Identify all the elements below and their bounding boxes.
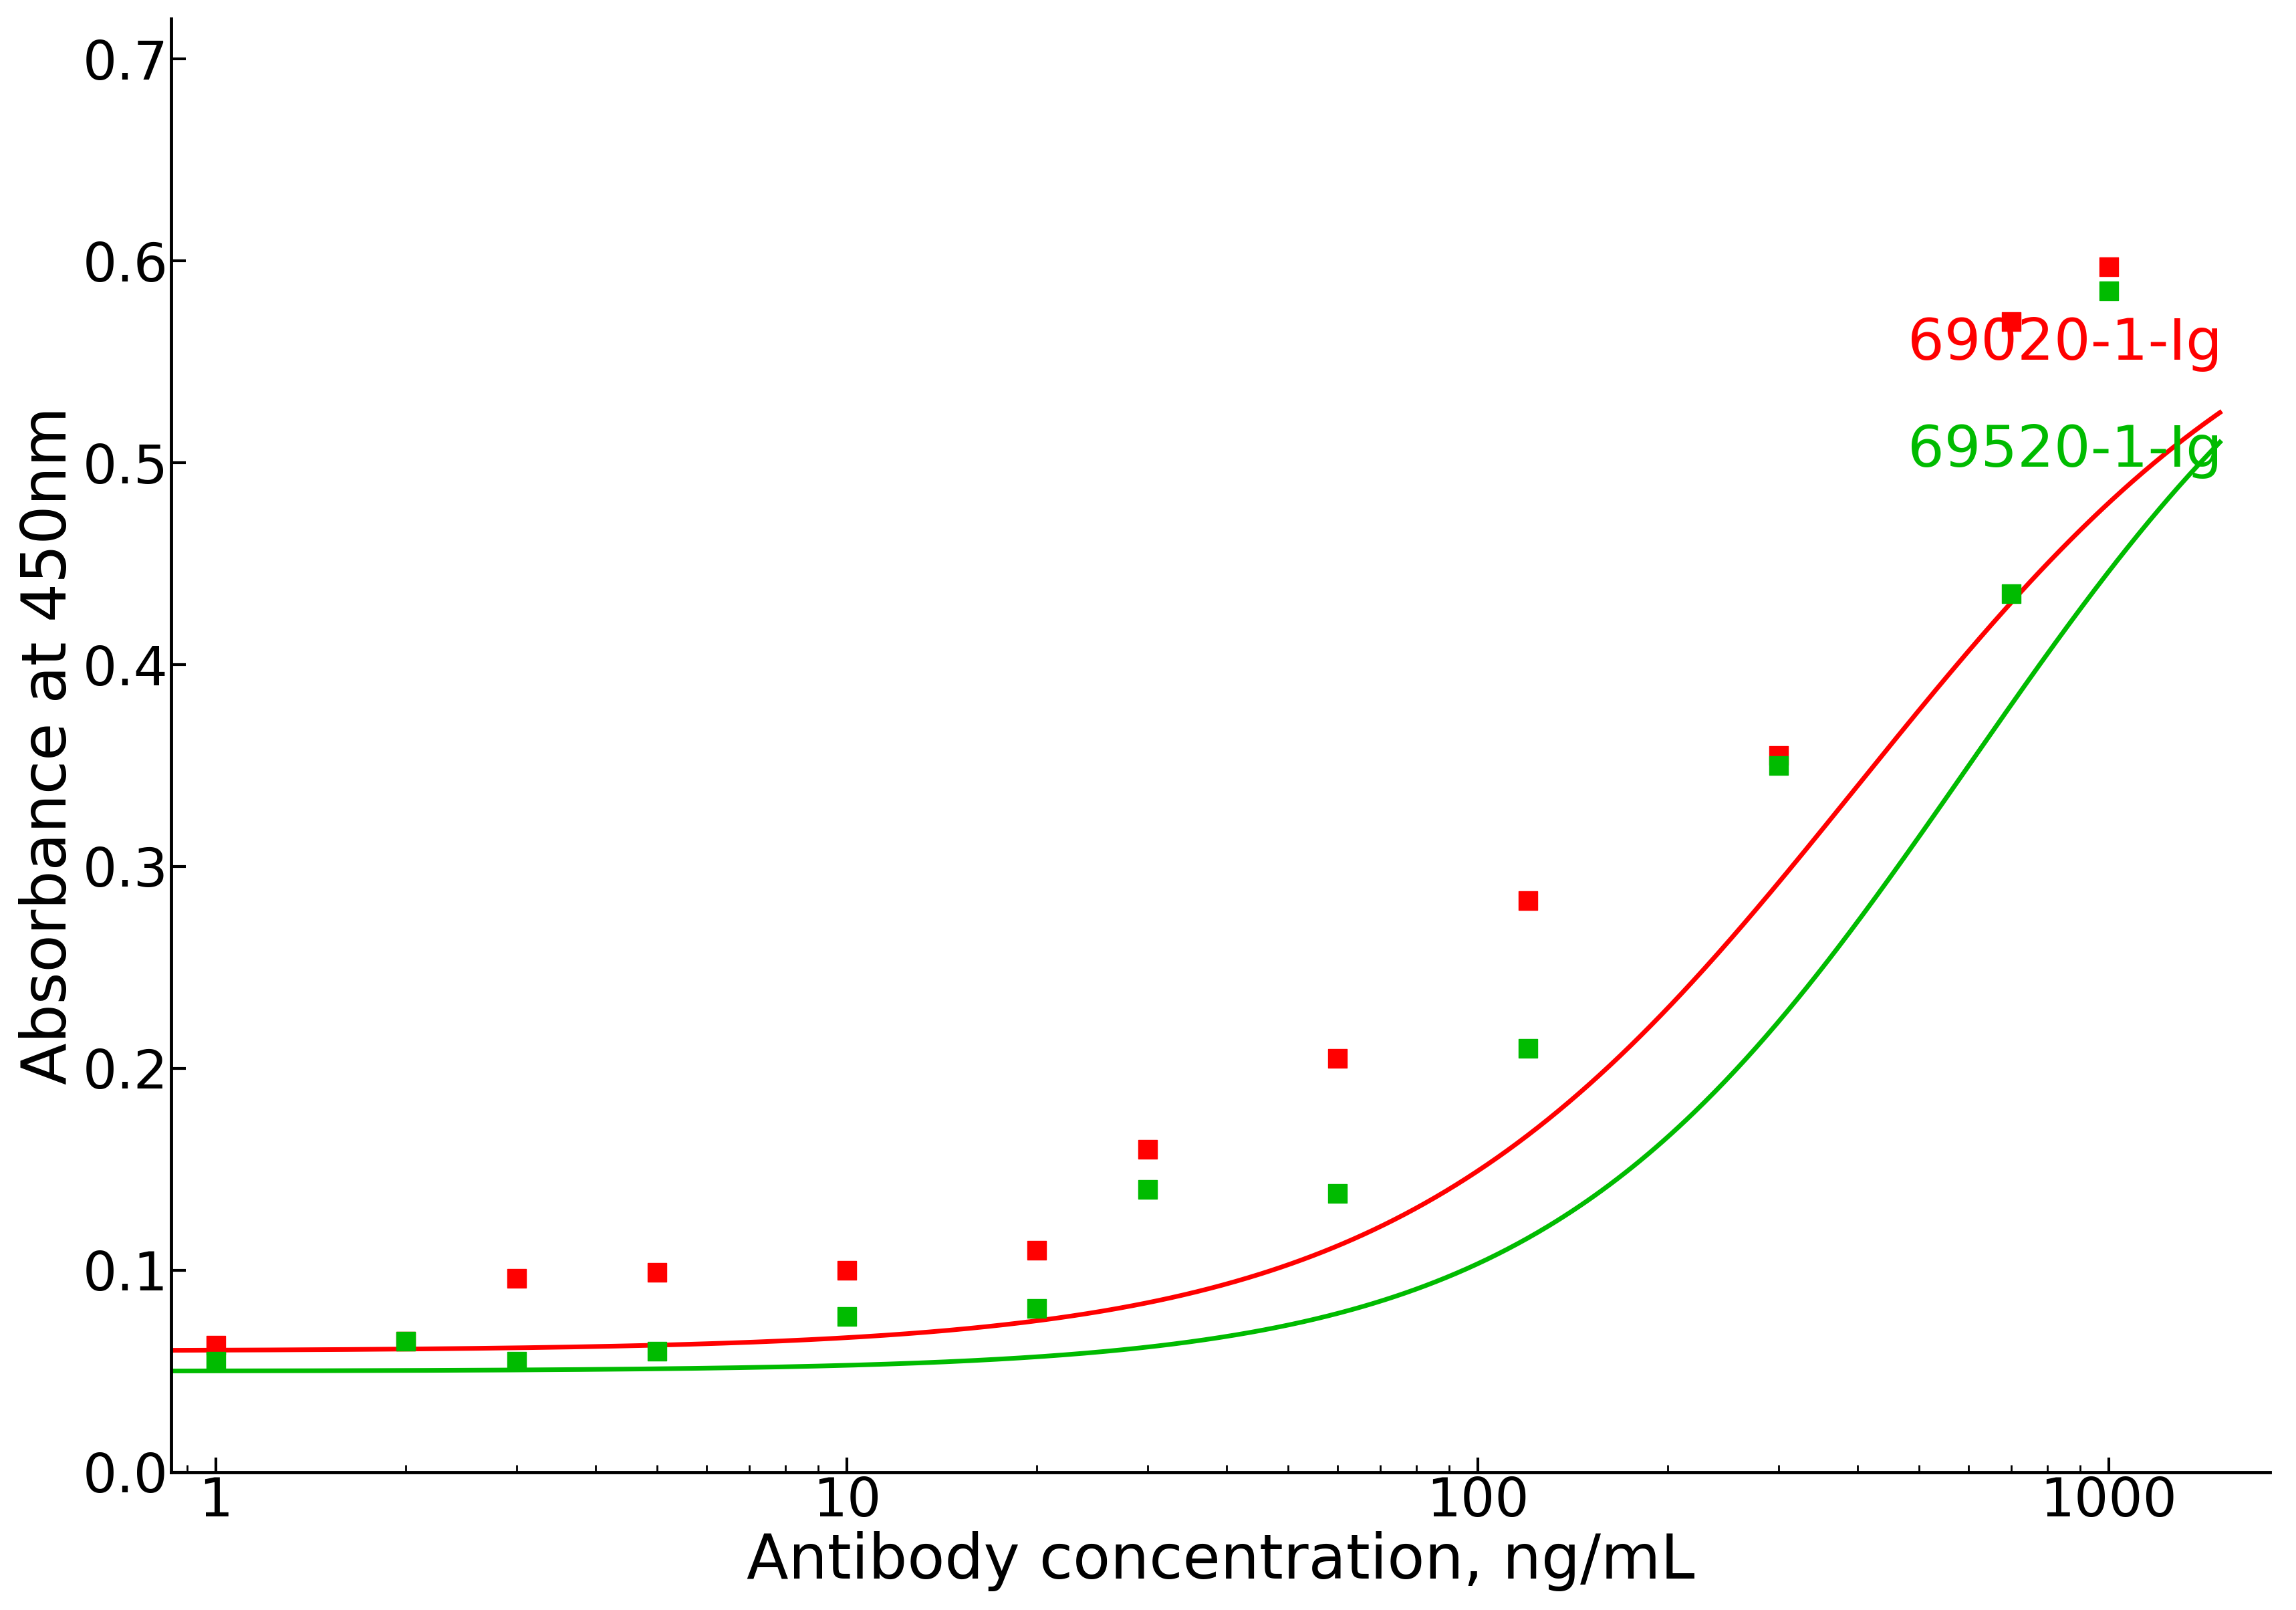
Point bbox=[1508, 889, 1545, 914]
Point bbox=[1019, 1296, 1056, 1322]
Point bbox=[498, 1348, 535, 1373]
Point bbox=[829, 1304, 866, 1330]
Point bbox=[1320, 1045, 1357, 1071]
Point bbox=[1993, 309, 2030, 335]
Point bbox=[197, 1331, 234, 1357]
Text: 69020-1-Ig: 69020-1-Ig bbox=[1908, 317, 2223, 372]
Point bbox=[388, 1328, 425, 1354]
Point bbox=[638, 1338, 675, 1364]
Point bbox=[1508, 1035, 1545, 1061]
Point bbox=[1761, 752, 1798, 778]
Point bbox=[829, 1257, 866, 1283]
Point bbox=[1993, 581, 2030, 607]
Point bbox=[1130, 1177, 1166, 1203]
X-axis label: Antibody concentration, ng/mL: Antibody concentration, ng/mL bbox=[746, 1531, 1694, 1591]
Text: 69520-1-Ig: 69520-1-Ig bbox=[1908, 423, 2223, 478]
Point bbox=[1019, 1236, 1056, 1262]
Point bbox=[638, 1259, 675, 1285]
Point bbox=[1130, 1137, 1166, 1162]
Point bbox=[2089, 279, 2126, 304]
Point bbox=[1761, 742, 1798, 768]
Point bbox=[1320, 1180, 1357, 1206]
Y-axis label: Absorbance at 450nm: Absorbance at 450nm bbox=[18, 406, 78, 1085]
Point bbox=[197, 1348, 234, 1373]
Point bbox=[388, 1328, 425, 1354]
Point bbox=[498, 1265, 535, 1291]
Point bbox=[2089, 254, 2126, 280]
